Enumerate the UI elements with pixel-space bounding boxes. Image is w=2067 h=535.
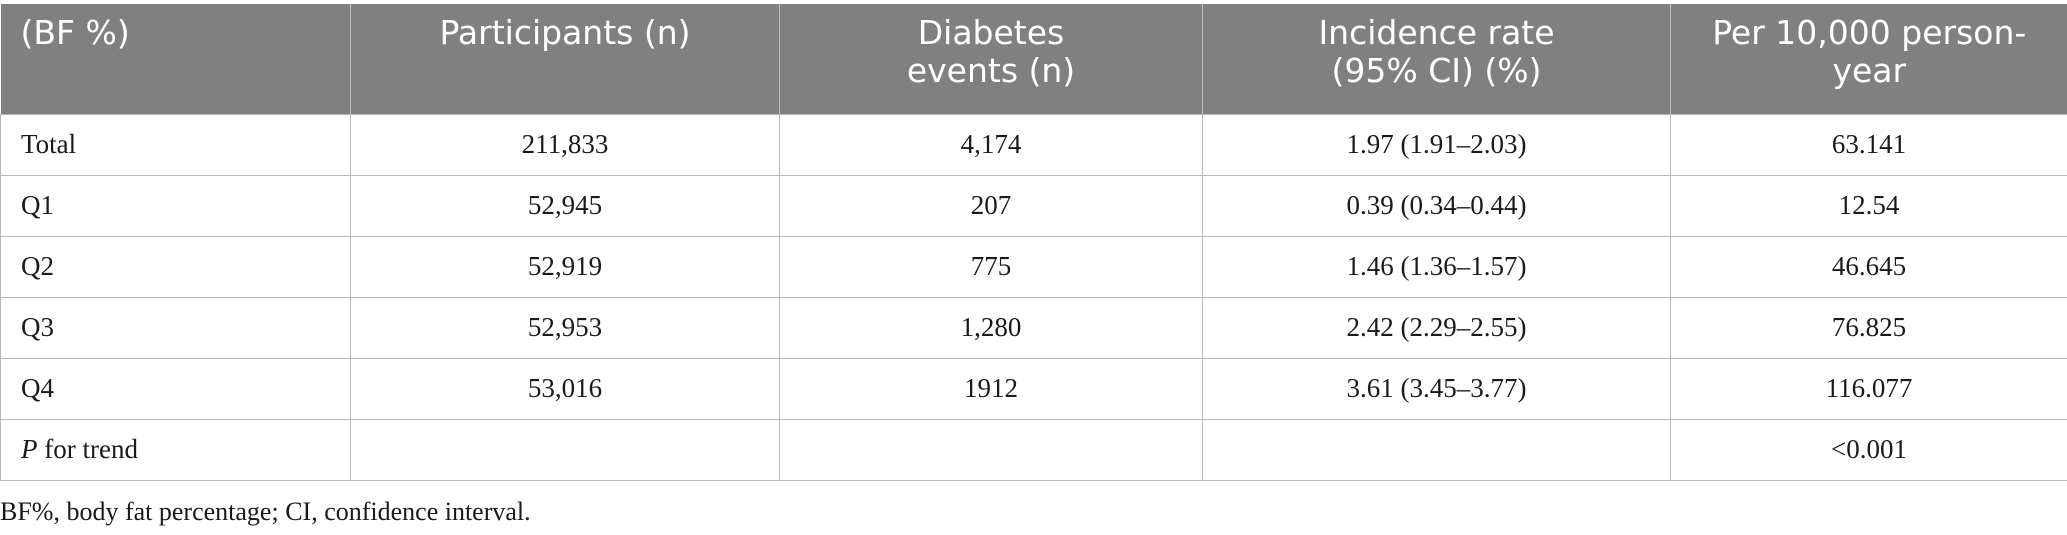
rate-cell: 116.077 <box>1670 357 2067 419</box>
events-cell: 207 <box>779 174 1203 236</box>
rate-cell: 12.54 <box>1670 174 2067 236</box>
participants-cell: 52,953 <box>350 296 780 358</box>
table-row: Q1 52,945 207 0.39 (0.34–0.44) 12.54 <box>0 174 2067 236</box>
table-row: Total 211,833 4,174 1.97 (1.91–2.03) 63.… <box>0 113 2067 175</box>
trend-label: P for trend <box>0 418 351 481</box>
trend-row: P for trend <0.001 <box>0 418 2067 481</box>
header-per-10000: Per 10,000 person-year <box>1670 4 2067 114</box>
incidence-cell: 0.39 (0.34–0.44) <box>1202 174 1671 236</box>
events-cell: 775 <box>779 235 1203 297</box>
incidence-table: (BF %) Participants (n) Diabetes events … <box>0 4 2067 481</box>
header-row: (BF %) Participants (n) Diabetes events … <box>0 4 2067 114</box>
participants-cell <box>350 418 780 481</box>
incidence-cell: 1.97 (1.91–2.03) <box>1202 113 1671 175</box>
row-label: Total <box>0 113 351 175</box>
rate-cell: 76.825 <box>1670 296 2067 358</box>
row-label: Q4 <box>0 357 351 419</box>
participants-cell: 53,016 <box>350 357 780 419</box>
table-row: Q4 53,016 1912 3.61 (3.45–3.77) 116.077 <box>0 357 2067 419</box>
incidence-cell: 2.42 (2.29–2.55) <box>1202 296 1671 358</box>
table-row: Q3 52,953 1,280 2.42 (2.29–2.55) 76.825 <box>0 296 2067 358</box>
row-label: Q3 <box>0 296 351 358</box>
header-bf-percent: (BF %) <box>0 4 351 114</box>
participants-cell: 211,833 <box>350 113 780 175</box>
rate-cell: 63.141 <box>1670 113 2067 175</box>
row-label: Q1 <box>0 174 351 236</box>
header-diabetes-events: Diabetes events (n) <box>779 4 1203 114</box>
events-cell: 1,280 <box>779 296 1203 358</box>
events-cell <box>779 418 1203 481</box>
incidence-cell: 1.46 (1.36–1.57) <box>1202 235 1671 297</box>
trend-label-text: for trend <box>37 434 138 464</box>
participants-cell: 52,919 <box>350 235 780 297</box>
header-participants: Participants (n) <box>350 4 780 114</box>
row-label: Q2 <box>0 235 351 297</box>
table-row: Q2 52,919 775 1.46 (1.36–1.57) 46.645 <box>0 235 2067 297</box>
events-cell: 4,174 <box>779 113 1203 175</box>
rate-cell: 46.645 <box>1670 235 2067 297</box>
p-trend-value: <0.001 <box>1670 418 2067 481</box>
incidence-cell: 3.61 (3.45–3.77) <box>1202 357 1671 419</box>
events-cell: 1912 <box>779 357 1203 419</box>
p-symbol: P <box>21 434 38 464</box>
incidence-cell <box>1202 418 1671 481</box>
table-container: (BF %) Participants (n) Diabetes events … <box>0 4 2067 481</box>
participants-cell: 52,945 <box>350 174 780 236</box>
header-incidence-rate: Incidence rate (95% CI) (%) <box>1202 4 1671 114</box>
table-footnote: BF%, body fat percentage; CI, confidence… <box>0 497 531 526</box>
